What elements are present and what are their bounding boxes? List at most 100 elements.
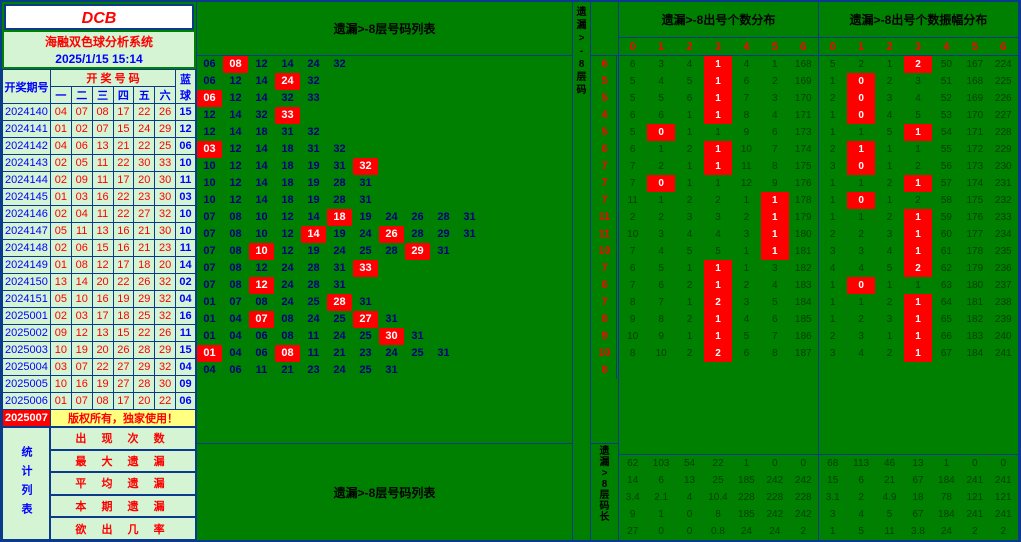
panel-cell: 9	[619, 311, 647, 328]
panel-bottom-cell: 24	[933, 523, 961, 540]
red-num: 21	[134, 240, 155, 257]
red-num: 17	[113, 257, 134, 274]
panel-cell: 1	[733, 243, 761, 260]
panel-cell: 4	[647, 73, 675, 90]
panel-cell: 1	[819, 124, 847, 141]
panel-cell: 1	[904, 328, 932, 345]
mid-cell: 24	[301, 311, 327, 328]
panel-bottom-cell: 0	[961, 455, 989, 472]
mid-row: 0708101214181924262831	[197, 209, 572, 226]
mid-cell: 21	[275, 362, 301, 379]
panel-cell: 1	[761, 243, 789, 260]
panel-cell: 1	[876, 141, 904, 158]
panel-cell: 1	[819, 294, 847, 311]
mid-cell: 33	[275, 107, 301, 124]
panel-cell: 2	[904, 192, 932, 209]
mid-cell: 04	[197, 362, 223, 379]
red-num: 06	[71, 240, 92, 257]
panel-cell: 1	[704, 107, 732, 124]
red-num: 02	[50, 240, 71, 257]
panel-cell: 186	[790, 328, 818, 345]
panel-cell: 5	[619, 124, 647, 141]
panel-cell: 3	[819, 158, 847, 175]
panel-cell: 6	[647, 277, 675, 294]
panel-cell: 62	[933, 260, 961, 277]
panel-cell: 1	[733, 260, 761, 277]
period-cell: 2024150	[3, 274, 51, 291]
mid-cell: 10	[249, 226, 275, 243]
hdr-n: 四	[113, 87, 134, 104]
panel-cell: 10	[733, 141, 761, 158]
panel-row: 634141168	[619, 56, 818, 73]
red-num: 14	[71, 274, 92, 291]
panel-row: 211155172229	[819, 141, 1018, 158]
mid-cell: 24	[275, 73, 301, 90]
mid-grid: 0608121424320612142432061214323312143233…	[197, 56, 572, 443]
mid-cell: 10	[249, 209, 275, 226]
red-num: 03	[71, 189, 92, 206]
panel-row: 8102268187	[619, 345, 818, 362]
red-num: 07	[71, 393, 92, 410]
red-num: 28	[134, 376, 155, 393]
panel-cell: 239	[990, 311, 1018, 328]
mid-cell: 14	[301, 226, 327, 243]
red-num: 19	[113, 291, 134, 308]
mid-title: 遗漏>-8层号码列表	[197, 2, 572, 56]
panel-row: 445262179236	[819, 260, 1018, 277]
red-num: 23	[155, 240, 176, 257]
panel-cell: 1	[904, 209, 932, 226]
mid-cell: 33	[353, 260, 379, 277]
mid-cell: 06	[249, 328, 275, 345]
mid-cell: 30	[379, 328, 405, 345]
panel-row: 7211118175	[619, 158, 818, 175]
stats-row: 出 现 次 数	[50, 427, 196, 450]
single-col: 65545677711111076789108 遗漏>8层码长	[591, 2, 619, 540]
panel-bottom-cell: 1	[819, 523, 847, 540]
panel-cell: 2	[904, 158, 932, 175]
panel-cell: 10	[619, 328, 647, 345]
panel-cell: 169	[961, 90, 989, 107]
mid-cell: 18	[275, 175, 301, 192]
mid-cell: 25	[405, 345, 431, 362]
mid-cell: 25	[353, 362, 379, 379]
blue-num: 03	[176, 189, 196, 206]
red-num: 22	[134, 104, 155, 121]
mid-cell: 08	[223, 260, 249, 277]
panel-cell: 5	[619, 90, 647, 107]
panel-cell: 8	[761, 158, 789, 175]
subtitle: 海融双色球分析系统	[4, 32, 194, 51]
mid-cell: 01	[197, 345, 223, 362]
panel-cell: 1	[704, 56, 732, 73]
panel-bottom-cell: 5	[847, 523, 875, 540]
red-num: 29	[155, 342, 176, 359]
mid-cell: 12	[223, 141, 249, 158]
panel-cell: 2	[819, 141, 847, 158]
red-num: 22	[155, 393, 176, 410]
panel-hdr-cell: 0	[619, 38, 647, 55]
panel-cell: 4	[904, 90, 932, 107]
panel-row: 102351168225	[819, 73, 1018, 90]
single-cell: 7	[593, 260, 617, 277]
mid-cell: 11	[249, 362, 275, 379]
mid-cell: 12	[223, 158, 249, 175]
panel-cell: 233	[990, 209, 1018, 226]
panel-bottom-cell: 241	[990, 506, 1018, 523]
mid-row: 10121418192831	[197, 175, 572, 192]
single-cell: 6	[593, 56, 617, 73]
red-num: 02	[50, 206, 71, 223]
red-num: 22	[113, 206, 134, 223]
panel-cell: 1	[761, 226, 789, 243]
red-num: 11	[92, 172, 113, 189]
red-num: 24	[134, 121, 155, 138]
red-num: 13	[50, 274, 71, 291]
mid-cell: 19	[301, 175, 327, 192]
panel-bottom-cell: 62	[619, 455, 647, 472]
panel-cell: 4	[704, 226, 732, 243]
panel-bottom-cell: 103	[647, 455, 675, 472]
red-num: 17	[113, 393, 134, 410]
red-num: 07	[92, 121, 113, 138]
panel-bottom-cell: 5	[876, 506, 904, 523]
panel-cell: 174	[961, 175, 989, 192]
panel-hdr-cell: 5	[761, 38, 789, 55]
period-cell: 2025004	[3, 359, 51, 376]
